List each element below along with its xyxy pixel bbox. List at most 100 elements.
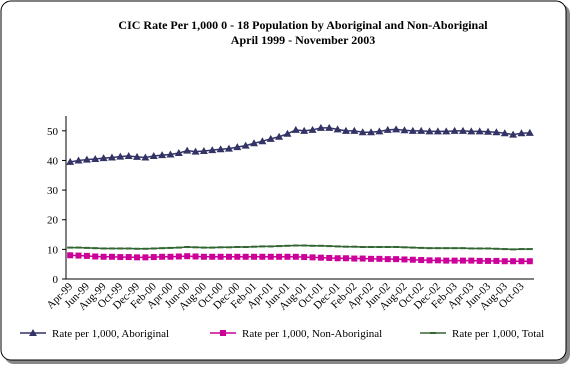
marker bbox=[351, 255, 358, 262]
marker bbox=[292, 244, 299, 247]
y-tick-label: 20 bbox=[47, 215, 59, 227]
marker bbox=[326, 245, 333, 248]
legend-label: Rate per 1,000, Non-Aboriginal bbox=[242, 328, 382, 340]
marker bbox=[100, 247, 107, 250]
marker bbox=[485, 247, 492, 250]
marker bbox=[309, 254, 316, 261]
marker bbox=[492, 128, 501, 136]
marker bbox=[259, 245, 266, 248]
marker bbox=[175, 246, 182, 249]
marker bbox=[275, 132, 284, 140]
marker bbox=[292, 253, 299, 260]
marker bbox=[108, 247, 115, 250]
marker bbox=[125, 254, 132, 261]
marker bbox=[284, 253, 291, 260]
marker bbox=[417, 126, 426, 134]
marker bbox=[425, 127, 434, 135]
marker bbox=[525, 128, 534, 136]
marker bbox=[375, 127, 384, 135]
marker bbox=[167, 246, 174, 249]
marker bbox=[392, 125, 401, 133]
marker bbox=[242, 253, 249, 260]
marker bbox=[468, 247, 475, 250]
marker bbox=[510, 258, 517, 265]
marker bbox=[476, 257, 483, 264]
marker bbox=[209, 253, 216, 260]
marker bbox=[117, 254, 124, 261]
marker bbox=[241, 141, 250, 149]
marker bbox=[301, 254, 308, 261]
marker bbox=[401, 256, 408, 263]
marker bbox=[501, 248, 508, 251]
marker bbox=[333, 125, 342, 133]
marker bbox=[134, 247, 141, 250]
marker bbox=[142, 254, 149, 261]
marker bbox=[117, 247, 124, 250]
marker bbox=[74, 156, 83, 164]
marker bbox=[301, 244, 308, 247]
marker bbox=[251, 253, 258, 260]
marker bbox=[217, 246, 224, 249]
marker bbox=[393, 245, 400, 248]
marker bbox=[434, 257, 441, 264]
marker bbox=[29, 329, 37, 336]
marker bbox=[258, 137, 267, 145]
marker bbox=[99, 154, 108, 162]
marker bbox=[485, 257, 492, 264]
marker bbox=[442, 127, 451, 135]
marker bbox=[225, 253, 232, 260]
marker bbox=[376, 255, 383, 262]
marker bbox=[317, 254, 324, 261]
marker bbox=[458, 126, 467, 134]
marker bbox=[191, 147, 200, 155]
marker bbox=[341, 126, 350, 134]
marker bbox=[276, 245, 283, 248]
marker bbox=[393, 256, 400, 263]
marker bbox=[142, 247, 149, 250]
marker bbox=[501, 258, 508, 265]
marker bbox=[451, 247, 458, 250]
marker bbox=[200, 253, 207, 260]
marker bbox=[316, 123, 325, 131]
marker bbox=[434, 247, 441, 250]
marker bbox=[468, 257, 475, 264]
marker bbox=[150, 254, 157, 261]
marker bbox=[400, 126, 409, 134]
marker bbox=[192, 246, 199, 249]
marker bbox=[259, 253, 266, 260]
marker bbox=[484, 127, 493, 135]
marker bbox=[158, 151, 167, 159]
y-tick-label: 10 bbox=[47, 244, 59, 256]
marker bbox=[276, 253, 283, 260]
marker bbox=[83, 246, 90, 249]
marker bbox=[443, 257, 450, 264]
marker bbox=[91, 154, 100, 162]
marker bbox=[166, 150, 175, 158]
marker bbox=[209, 246, 216, 249]
marker bbox=[350, 126, 359, 134]
marker bbox=[234, 245, 241, 248]
legend-label: Rate per 1,000, Aboriginal bbox=[52, 328, 169, 340]
marker bbox=[283, 129, 292, 137]
marker bbox=[67, 252, 74, 259]
marker bbox=[184, 253, 191, 260]
marker bbox=[509, 130, 518, 138]
marker bbox=[450, 126, 459, 134]
marker bbox=[208, 146, 217, 154]
marker bbox=[368, 245, 375, 248]
marker bbox=[443, 247, 450, 250]
marker bbox=[368, 255, 375, 262]
marker bbox=[359, 255, 366, 262]
marker bbox=[376, 245, 383, 248]
y-tick-label: 40 bbox=[47, 155, 59, 167]
marker bbox=[493, 247, 500, 250]
marker bbox=[384, 245, 391, 248]
marker bbox=[526, 248, 533, 251]
marker bbox=[451, 257, 458, 264]
marker bbox=[216, 145, 225, 153]
marker bbox=[224, 144, 233, 152]
marker bbox=[116, 152, 125, 160]
marker bbox=[199, 146, 208, 154]
marker bbox=[433, 127, 442, 135]
marker bbox=[133, 152, 142, 160]
